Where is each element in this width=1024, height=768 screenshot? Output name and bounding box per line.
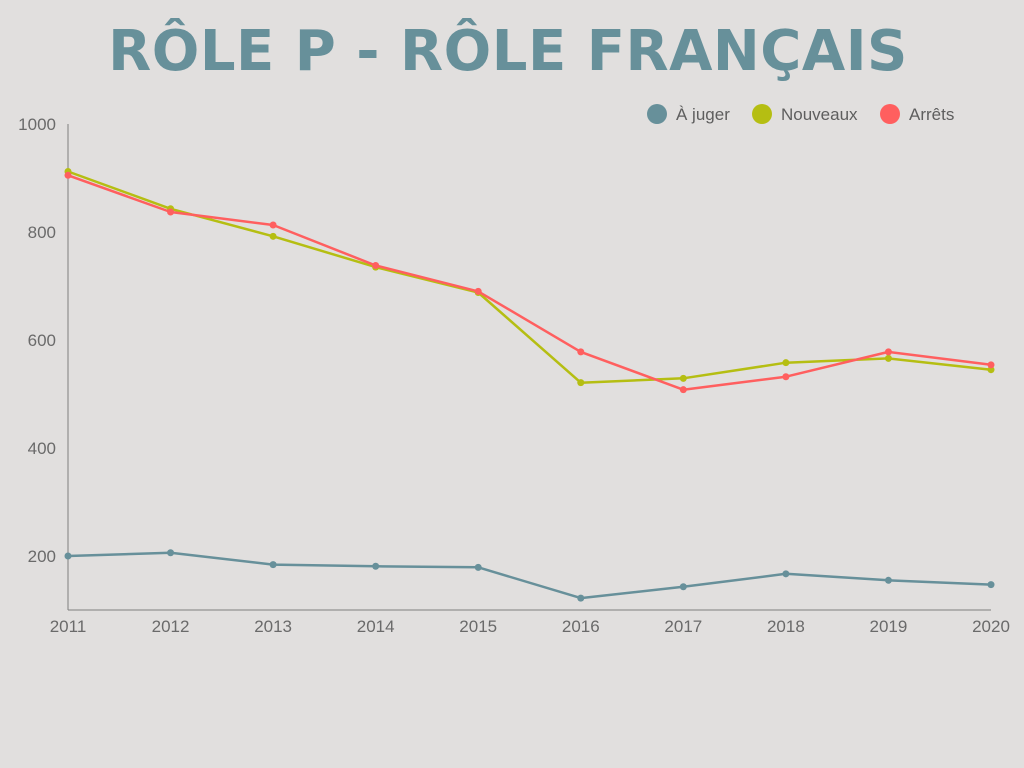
data-point-2-2014: [372, 261, 380, 269]
x-tick-label-2013: 2013: [254, 617, 292, 636]
x-tick-label-2020: 2020: [972, 617, 1010, 636]
axes: 200 400 600 800 1000 2011 2012 2013 2014 2015 2016…: [18, 115, 1010, 636]
legend-label-0: À juger: [676, 105, 730, 124]
y-tick-label-400: 400: [28, 439, 56, 458]
legend: À juger Nouveaux Arrêts: [647, 104, 954, 124]
data-point-0-2014: [372, 562, 380, 570]
y-tick-label-600: 600: [28, 331, 56, 350]
legend-label-1: Nouveaux: [781, 105, 858, 124]
data-point-0-2013: [269, 561, 277, 569]
data-point-0-2011: [64, 552, 72, 560]
data-point-2-2012: [167, 208, 175, 216]
series-line-1: [67, 170, 992, 384]
legend-label-2: Arrêts: [909, 105, 954, 124]
data-point-0-2020: [987, 581, 995, 589]
series-layer: [64, 168, 995, 602]
data-point-2-2016: [577, 348, 585, 356]
legend-marker-1: [752, 104, 772, 124]
series-line-2: [67, 174, 992, 391]
data-point-0-2012: [167, 549, 175, 557]
data-point-1-2017: [679, 374, 687, 382]
data-point-1-2018: [782, 359, 790, 367]
data-point-1-2019: [884, 354, 892, 362]
data-point-2-2013: [269, 221, 277, 229]
x-tick-label-2018: 2018: [767, 617, 805, 636]
y-tick-label-1000: 1000: [18, 115, 56, 134]
x-tick-label-2012: 2012: [152, 617, 190, 636]
y-tick-label-200: 200: [28, 547, 56, 566]
data-point-2-2020: [987, 361, 995, 369]
x-tick-label-2019: 2019: [870, 617, 908, 636]
x-tick-label-2016: 2016: [562, 617, 600, 636]
legend-marker-0: [647, 104, 667, 124]
series-0: [64, 549, 995, 602]
data-point-2-2019: [884, 348, 892, 356]
data-point-2-2011: [64, 171, 72, 179]
data-point-0-2018: [782, 570, 790, 578]
series-line-0: [67, 551, 992, 600]
data-point-2-2017: [679, 386, 687, 394]
series-1: [64, 168, 995, 387]
series-2: [64, 171, 995, 394]
data-point-1-2020: [987, 366, 995, 374]
chart-title: RÔLE P - RÔLE FRANÇAIS: [108, 19, 908, 84]
data-point-2-2015: [474, 287, 482, 295]
data-point-1-2016: [577, 379, 585, 387]
x-tick-label-2017: 2017: [664, 617, 702, 636]
y-tick-label-800: 800: [28, 223, 56, 242]
x-tick-label-2011: 2011: [50, 617, 87, 636]
data-point-0-2016: [577, 594, 585, 602]
legend-marker-2: [880, 104, 900, 124]
x-tick-label-2014: 2014: [357, 617, 395, 636]
data-point-2-2018: [782, 373, 790, 381]
data-point-1-2013: [269, 232, 277, 240]
x-tick-label-2015: 2015: [459, 617, 497, 636]
data-point-0-2017: [679, 583, 687, 591]
data-point-0-2015: [474, 563, 482, 571]
data-point-0-2019: [884, 576, 892, 584]
